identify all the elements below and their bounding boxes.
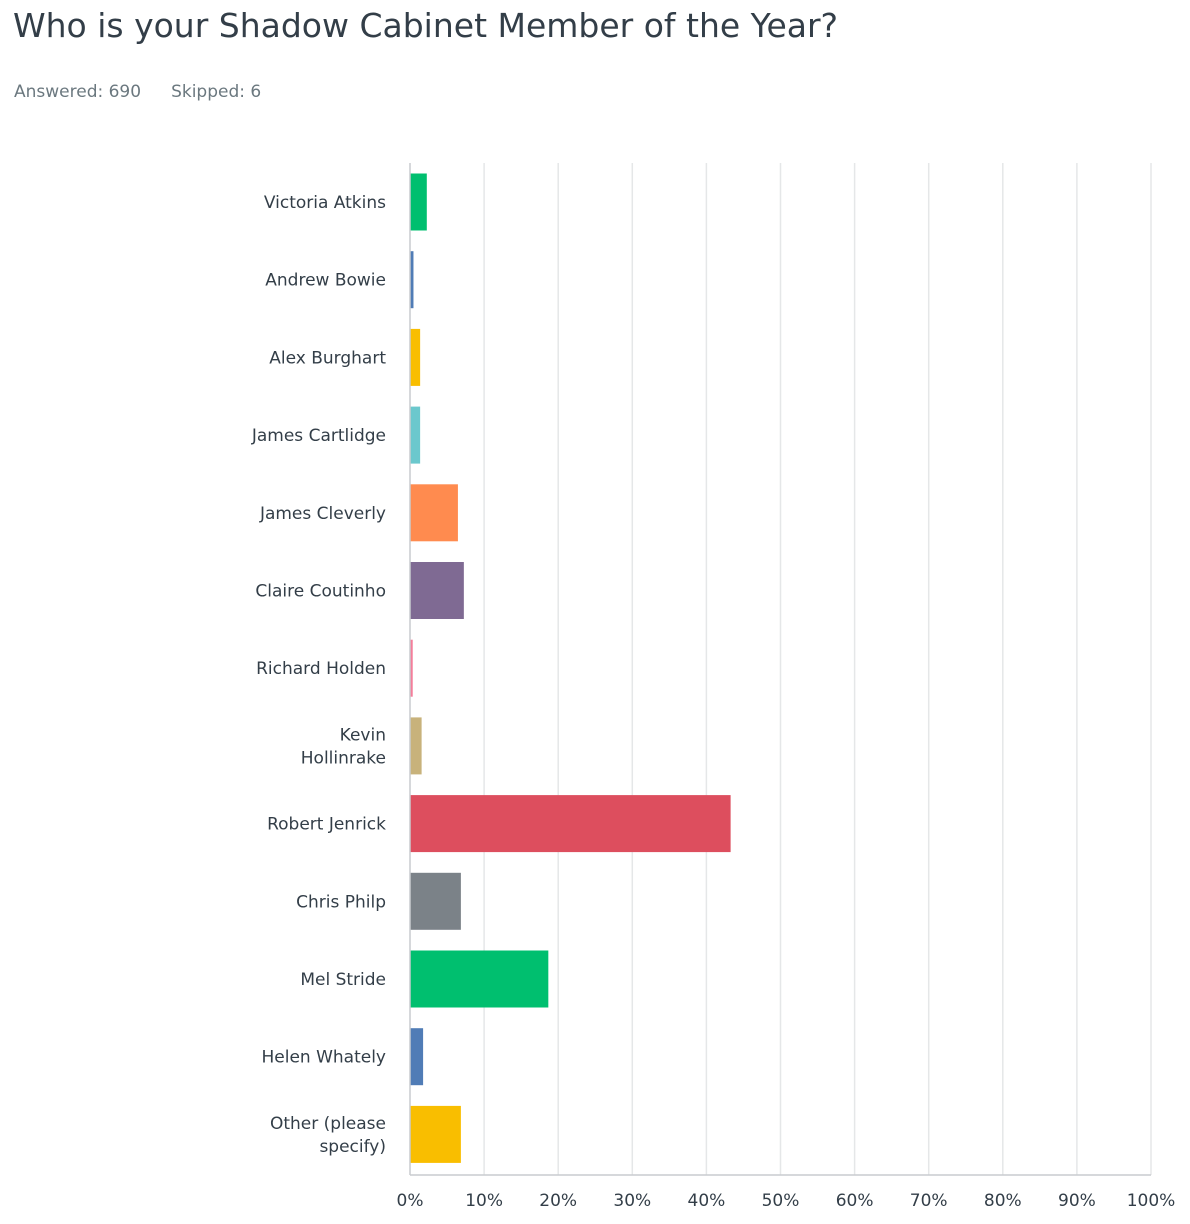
category-labels: Victoria Atkins Andrew Bowie Alex Burghart… — [251, 193, 386, 1157]
tick-label: 10% — [465, 1191, 503, 1211]
category-label: Robert Jenrick — [267, 815, 386, 835]
category-label: Mel Stride — [300, 970, 386, 990]
tick-labels: 0% 10% 20% 30% 40% 50% 60% 70% 80% 90% 100% — [397, 1191, 1176, 1211]
tick-label: 100% — [1127, 1191, 1176, 1211]
bar[interactable] — [410, 484, 458, 542]
category-label: James Cleverly — [259, 504, 386, 524]
gridlines — [483, 163, 1152, 1175]
category-label: Richard Holden — [256, 659, 386, 679]
category-label: Andrew Bowie — [265, 271, 386, 291]
bar[interactable] — [410, 872, 461, 930]
bar[interactable] — [410, 1028, 424, 1086]
tick-label: 0% — [397, 1191, 424, 1211]
bars — [410, 173, 731, 1163]
category-label: specify) — [319, 1137, 386, 1157]
bar[interactable] — [410, 717, 422, 775]
tick-label: 70% — [910, 1191, 948, 1211]
bar[interactable] — [410, 173, 427, 231]
page-title: Who is your Shadow Cabinet Member of the… — [13, 6, 839, 45]
bar[interactable] — [410, 1105, 461, 1163]
tick-label: 20% — [539, 1191, 577, 1211]
tick-label: 30% — [613, 1191, 651, 1211]
tick-label: 60% — [836, 1191, 874, 1211]
response-stats: Answered: 690 Skipped: 6 — [14, 82, 261, 102]
axes — [409, 163, 1151, 1176]
category-label: Claire Coutinho — [255, 582, 386, 602]
category-label: James Cartlidge — [251, 426, 386, 446]
skipped-count: Skipped: 6 — [171, 82, 262, 102]
category-label: Other (please — [270, 1114, 386, 1134]
category-label: Alex Burghart — [269, 348, 386, 368]
bar[interactable] — [410, 251, 414, 309]
tick-label: 90% — [1058, 1191, 1096, 1211]
tick-label: 50% — [762, 1191, 800, 1211]
bar[interactable] — [410, 406, 421, 464]
category-label: Chris Philp — [296, 892, 386, 912]
bar[interactable] — [410, 795, 731, 853]
tick-label: 40% — [688, 1191, 726, 1211]
category-label: Helen Whately — [261, 1048, 386, 1068]
bar[interactable] — [410, 328, 421, 386]
category-label: Hollinrake — [301, 748, 386, 768]
bar[interactable] — [410, 562, 464, 619]
bar[interactable] — [410, 950, 549, 1008]
answered-count: Answered: 690 — [14, 82, 142, 102]
tick-label: 80% — [984, 1191, 1022, 1211]
category-label: Kevin — [340, 725, 386, 745]
category-label: Victoria Atkins — [264, 193, 386, 213]
bar[interactable] — [410, 639, 413, 697]
